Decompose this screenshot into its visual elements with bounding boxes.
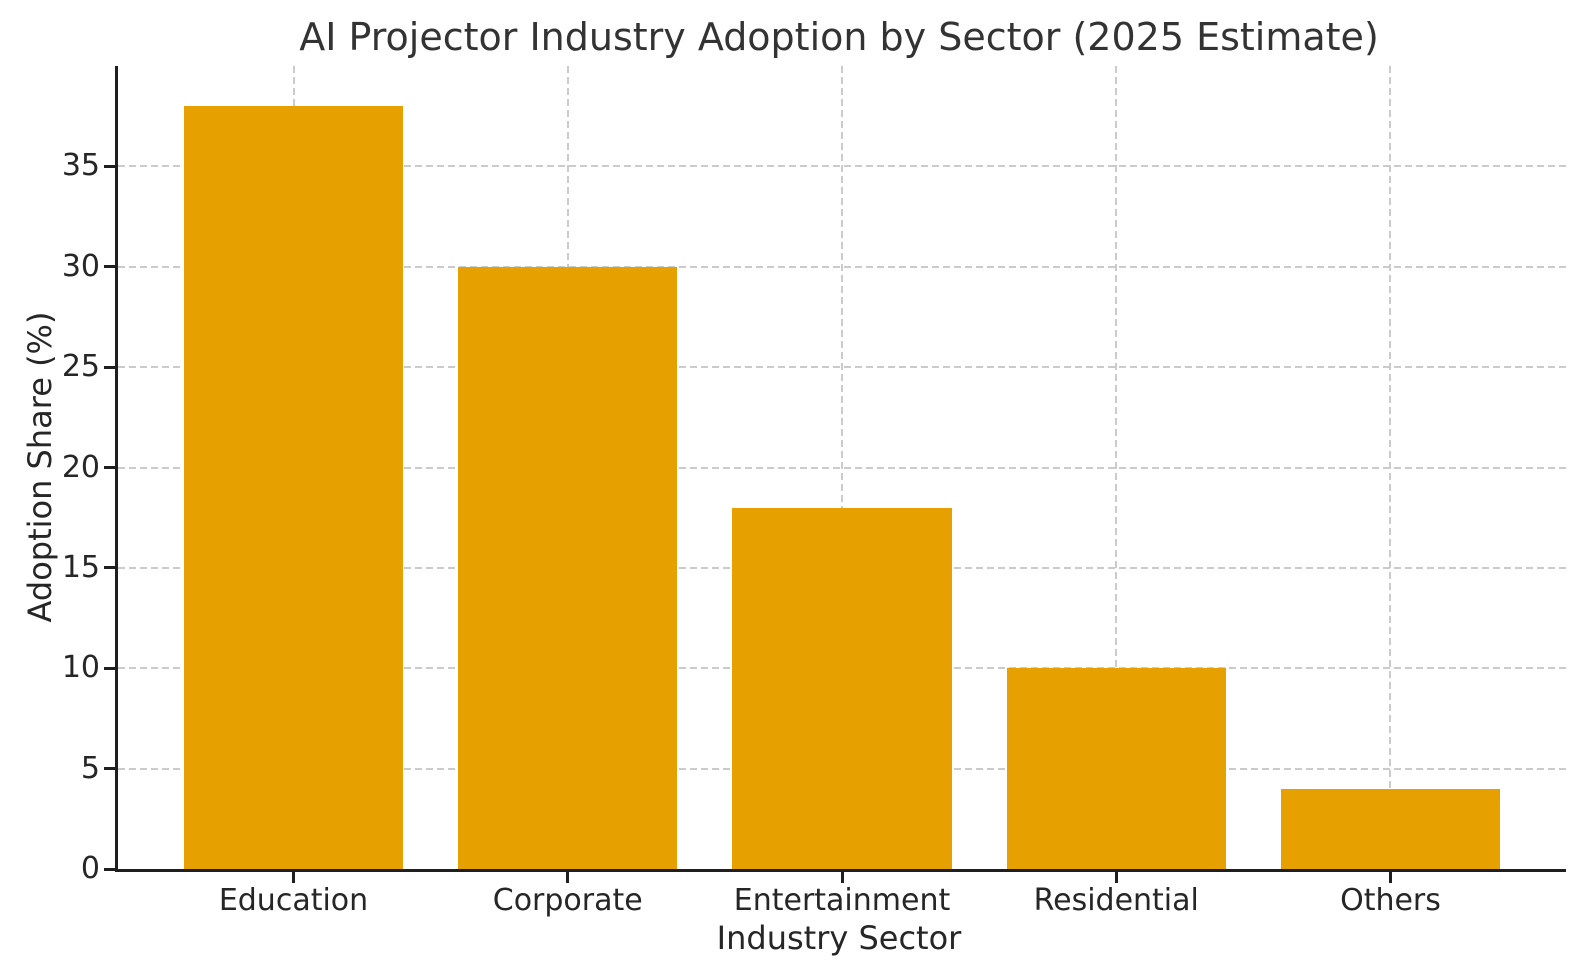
x-tick-mark [1388,872,1392,883]
x-tick-label: Residential [1033,883,1199,918]
x-tick-mark [1114,872,1118,883]
bar-corporate [458,266,678,869]
x-axis-label: Industry Sector [716,919,962,957]
x-gridline [1389,66,1392,869]
y-tick-label: 0 [80,851,100,886]
x-tick-mark [566,872,570,883]
y-tick-mark [104,767,115,771]
y-tick-label: 15 [61,549,100,585]
y-tick-mark [104,666,115,670]
bar-education [183,106,404,869]
x-gridline [841,66,843,869]
x-tick-label: Entertainment [733,883,951,918]
y-tick-mark [104,566,115,570]
y-tick-label: 5 [80,750,100,786]
y-tick-label: 30 [61,248,100,284]
y-tick-label: 25 [61,349,100,385]
y-tick-label: 10 [61,650,100,686]
chart-title: AI Projector Industry Adoption by Sector… [299,15,1379,59]
y-tick-mark [104,265,115,269]
bar-entertainment [732,507,952,869]
x-tick-label: Others [1340,883,1441,918]
x-gridline [1115,66,1118,869]
y-tick-mark [104,466,115,469]
y-tick-label: 20 [61,449,100,485]
x-tick-label: Corporate [492,883,643,918]
x-tick-mark [840,872,844,883]
x-tick-label: Education [218,883,369,918]
bar-residential [1006,668,1226,869]
y-tick-mark [104,164,115,168]
bar-others [1280,788,1501,869]
y-tick-mark [104,365,115,369]
x-tick-mark [292,872,295,883]
y-tick-label: 35 [61,148,100,184]
plot-area: 0 5 10 15 20 25 30 35 Education Corporate Entertai… [62,66,1566,918]
y-tick-mark [104,867,115,871]
